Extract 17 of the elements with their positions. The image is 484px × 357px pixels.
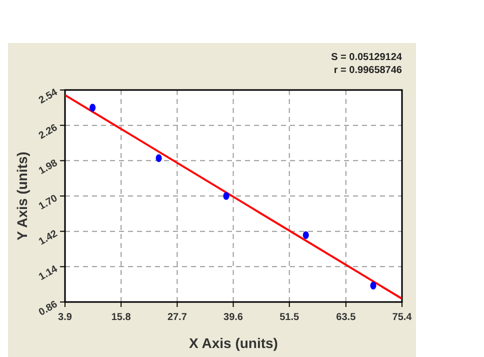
x-tick-label: 63.5 — [336, 312, 356, 323]
x-tick-label: 15.8 — [111, 312, 132, 323]
x-tick-label: 39.6 — [224, 312, 244, 323]
x-tick-label: 51.5 — [280, 312, 300, 323]
y-axis-title: Y Axis (units) — [14, 152, 30, 240]
text: r = 0.99658746 — [334, 65, 402, 76]
y-tick-label: 1.14 — [37, 264, 60, 283]
y-tick-label: 2.54 — [37, 86, 60, 106]
y-tick-label: 1.70 — [37, 192, 60, 212]
x-tick-label: 27.7 — [167, 312, 188, 323]
y-tick-label: 2.26 — [37, 122, 60, 142]
y-tick-label: 1.42 — [37, 228, 60, 248]
y-tick-label: 1.98 — [37, 158, 60, 177]
x-tick-label: 75.4 — [392, 312, 412, 323]
x-tick-label: 3.9 — [58, 312, 72, 323]
text: S = 0.05129124 — [331, 52, 402, 63]
x-axis-title: X Axis (units) — [189, 335, 278, 351]
